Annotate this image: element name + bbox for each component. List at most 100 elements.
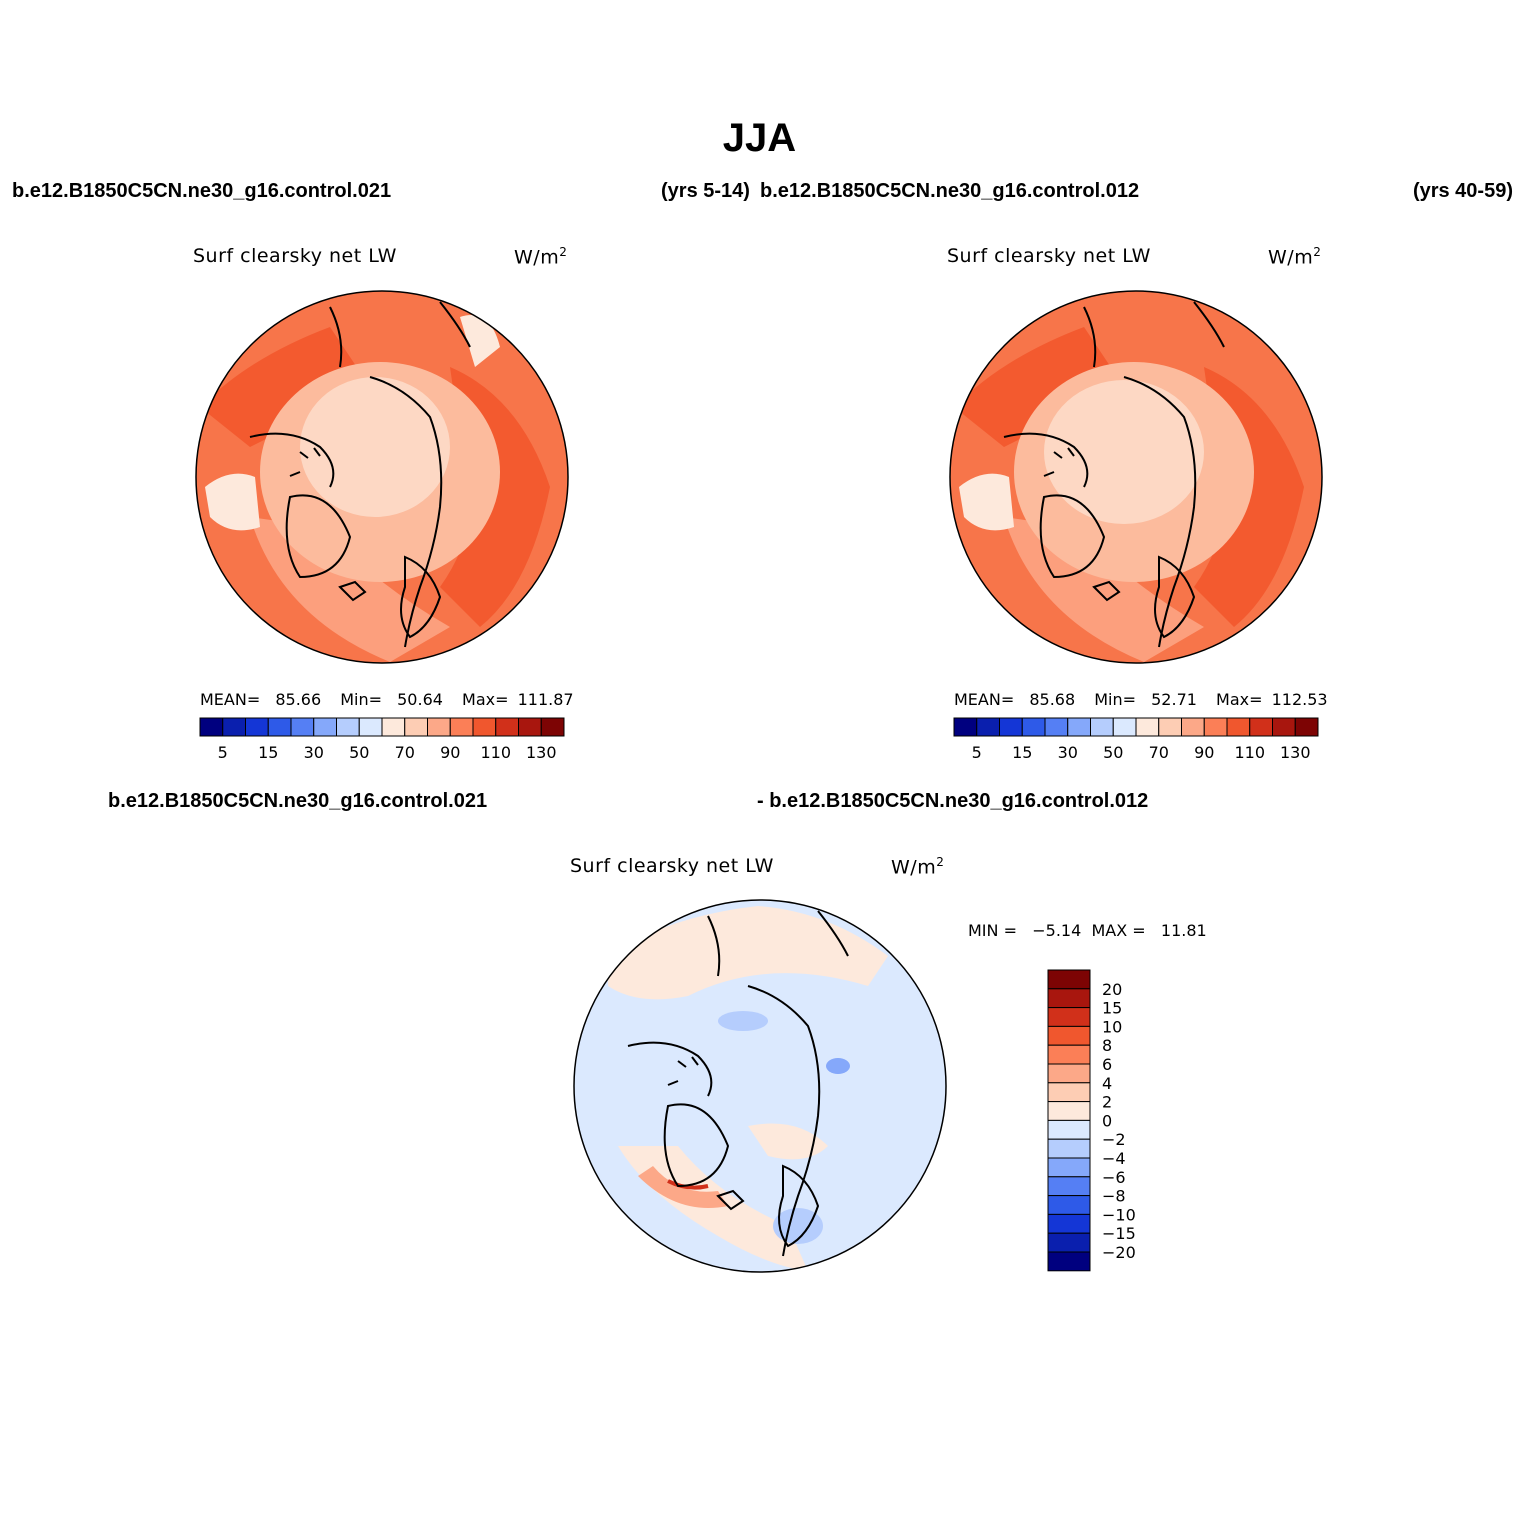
panel2-colorbar-swatch (1112, 717, 1137, 737)
panel2-units: W/m2 (1268, 245, 1322, 269)
panel1-colorbar-tick-label: 110 (480, 743, 511, 762)
panel2-colorbar-swatch (1021, 717, 1046, 737)
diff-field-region (718, 1011, 768, 1031)
panel2-colorbar-tick-label: 70 (1149, 743, 1169, 762)
panel2-colorbar-swatch (953, 717, 978, 737)
panel2-min-value: 52.71 (1151, 690, 1197, 709)
diff-colorbar-swatch (1047, 1213, 1091, 1234)
panel2-colorbar-swatch (1249, 717, 1273, 737)
diff-colorbar-tick-label: 4 (1102, 1074, 1112, 1093)
panel2-mean-label: MEAN= (954, 690, 1015, 709)
panel2-colorbar-swatch (1158, 717, 1182, 737)
panel1-colorbar-swatch (358, 717, 383, 737)
diff-coastline (778, 1164, 820, 1248)
panel2-colorbar-tick-label: 30 (1058, 743, 1078, 762)
panel1-coastline (285, 494, 352, 579)
panel2-stats: MEAN= 85.68 Min= 52.71 Max= 112.53 (954, 690, 1328, 709)
diff-coastline (716, 1189, 745, 1211)
panel1-colorbar-tick-label: 50 (349, 743, 369, 762)
diff-colorbar-tick-label: −10 (1102, 1205, 1136, 1224)
panel1-colorbar-swatch (381, 717, 406, 737)
diff-field-region (748, 1123, 828, 1160)
panel1-field-region (200, 327, 370, 447)
panel2-colorbar-tick-label: 130 (1280, 743, 1311, 762)
panel1-mean-value: 85.66 (275, 690, 322, 709)
panel2-colorbar-swatch (1044, 717, 1069, 737)
panel1-colorbar-swatch (313, 717, 337, 737)
diff-colorbar-tick-label: −6 (1102, 1168, 1126, 1187)
panel2-max-value: 112.53 (1271, 690, 1328, 709)
panel1-colorbar-swatch (336, 717, 360, 737)
diff-colorbar-swatch (1047, 1157, 1091, 1178)
panel2-coastline (1039, 494, 1106, 579)
panel1-colorbar-swatch (267, 717, 292, 737)
panel2-field-region (1044, 380, 1204, 524)
diff-colorbar-swatch (1047, 1251, 1091, 1272)
diff-map-border (573, 899, 947, 1273)
diff-colorbar-tick-label: 10 (1102, 1017, 1122, 1036)
diff-polar-map (573, 899, 947, 1273)
panel2-coastline (1092, 580, 1121, 602)
panel2-map-border (949, 290, 1323, 664)
diff-colorbar-swatch (1047, 1176, 1091, 1197)
panel2-colorbar-tick-label: 50 (1103, 743, 1123, 762)
diff-colorbar-tick-label: 6 (1102, 1055, 1112, 1074)
diff-coastline (747, 985, 821, 1257)
panel1-colorbar-tick-label: 70 (395, 743, 415, 762)
diff-colorbar-tick-label: −8 (1102, 1187, 1126, 1206)
diff-coastline (707, 910, 849, 977)
diff-colorbar-tick-label: 20 (1102, 980, 1122, 999)
panel2-field-region (954, 327, 1124, 447)
panel1-colorbar-tick-label: 15 (258, 743, 278, 762)
panel1-stats: MEAN= 85.66 Min= 50.64 Max= 111.87 (200, 690, 574, 709)
diff-colorbar-swatch (1047, 969, 1091, 990)
panel1-coastline (369, 376, 443, 648)
panel1-colorbar-tick-label: 130 (526, 743, 557, 762)
diff-colorbar-tick-label: −15 (1102, 1224, 1136, 1243)
panel1-colorbar-swatch (199, 717, 224, 737)
panel2-polar-map (949, 290, 1323, 664)
panel1-field-region (460, 315, 500, 367)
panel2-colorbar-swatch (1294, 717, 1319, 737)
panel1-colorbar-swatch (495, 717, 519, 737)
panel2-colorbar-swatch (1135, 717, 1160, 737)
panel1-coastline (400, 555, 442, 639)
panel1-field-region (300, 377, 450, 517)
panel1-colorbar: 5 15 30 50 70 90 110 130 (199, 717, 565, 762)
diff-colorbar-tick-label: 0 (1102, 1111, 1112, 1130)
panel2-colorbar-swatch (1067, 717, 1091, 737)
header-left-years: (yrs 5-14) (661, 180, 750, 202)
diff-field-region (608, 906, 888, 1000)
panel1-colorbar-tick-label: 30 (304, 743, 324, 762)
panel1-min-label: Min= (340, 690, 383, 709)
panel1-colorbar-swatch (472, 717, 497, 737)
panel2-field-region (959, 473, 1014, 531)
panel2-colorbar-tick-label: 90 (1194, 743, 1214, 762)
panel1-title: Surf clearsky net LW (193, 245, 397, 267)
diff-minmax: MIN = −5.14 MAX = 11.81 (968, 921, 1207, 940)
diff-colorbar-swatch (1047, 1119, 1091, 1140)
diff-colorbar-tick-label: −2 (1102, 1130, 1126, 1149)
diff-colorbar-tick-label: −20 (1102, 1243, 1136, 1262)
header-left-case: b.e12.B1850C5CN.ne30_g16.control.021 (12, 180, 392, 202)
panel1-coastline (249, 432, 335, 488)
diff-colorbar-swatch (1047, 1063, 1091, 1084)
panel1-colorbar-swatch (449, 717, 474, 737)
panel2-colorbar-swatch (999, 717, 1023, 737)
panel2-colorbar-tick-label: 5 (972, 743, 982, 762)
diff-coastline (627, 1041, 713, 1097)
diff-colorbar-swatch (1047, 1044, 1091, 1065)
diff-field-region (618, 1146, 808, 1271)
diff-title: Surf clearsky net LW (570, 855, 774, 877)
diff-colorbar-swatch (1047, 1232, 1091, 1253)
diff-colorbar-swatch (1047, 1025, 1091, 1046)
panel2-mean-value: 85.68 (1029, 690, 1076, 709)
diff-header-left: b.e12.B1850C5CN.ne30_g16.control.021 (108, 790, 488, 812)
panel1-map-border (195, 290, 569, 664)
diff-colorbar-tick-label: 2 (1102, 1093, 1112, 1112)
panel1-max-label: Max= (462, 690, 509, 709)
diff-colorbar-swatch (1047, 988, 1091, 1009)
diff-field-region (638, 1166, 728, 1208)
panel2-colorbar-swatch (1272, 717, 1296, 737)
panel1-colorbar-swatch (245, 717, 269, 737)
